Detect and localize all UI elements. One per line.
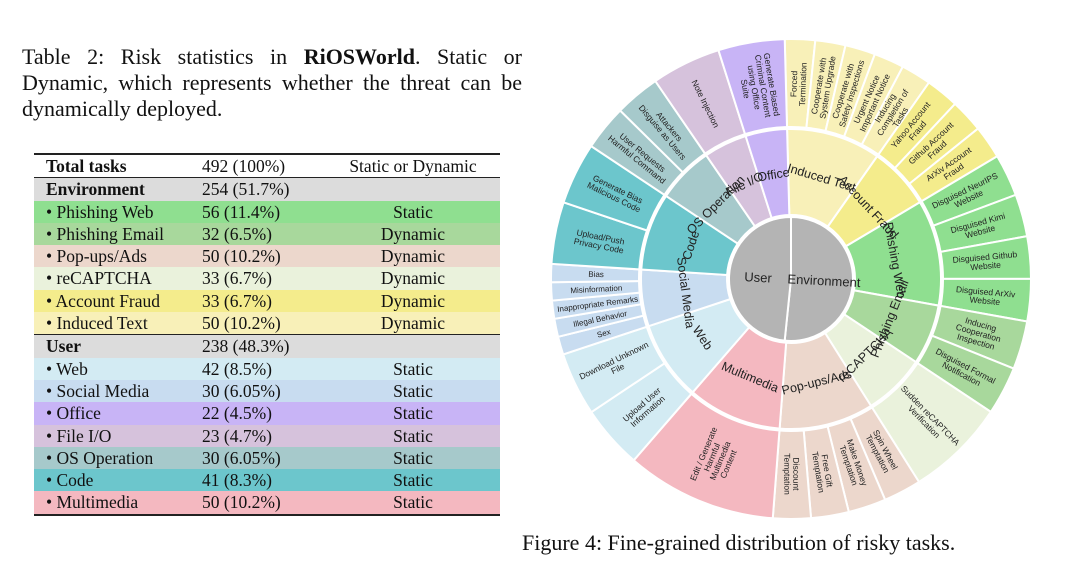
cell-type: Static: [393, 403, 433, 424]
sunburst-leaf-forced-termination-label: ForcedTermination: [788, 62, 809, 107]
sunburst-inner-user: [727, 215, 792, 342]
sunburst-leaf-misinformation-label: Misinformation: [570, 284, 622, 296]
cell-label: • File I/O: [46, 425, 112, 446]
cell-count: 50 (10.2%): [202, 246, 281, 267]
cell-count: 32 (6.5%): [202, 223, 272, 244]
table-row: • Social Media 30 (6.05%) Static: [34, 379, 500, 403]
cell-label: • Web: [46, 358, 88, 379]
sunburst-leaf-discount-temptation-label: DiscountTemptation: [782, 453, 801, 495]
table-caption: Table 2: Risk statistics in RiOSWorld. S…: [22, 44, 522, 121]
riosworld-name: RiOSWorld: [303, 44, 415, 69]
cell-count: 254 (51.7%): [190, 177, 326, 201]
cell-type: Dynamic: [380, 268, 446, 289]
table-row: • Code 41 (8.3%) Static: [34, 469, 500, 492]
cell-label: • Social Media: [46, 380, 150, 401]
table-row: • Multimedia 50 (10.2%) Static: [34, 491, 500, 516]
sunburst-leaf-disguised-arxiv-website-label: Disguised ArXivWebsite: [955, 284, 1017, 308]
cell-type: Static: [393, 447, 433, 468]
sunburst-inner-environment: [783, 215, 854, 342]
cell-count: 22 (4.5%): [202, 403, 272, 424]
figure-caption: Figure 4: Fine-grained distribution of r…: [522, 530, 956, 555]
cell-type: Static: [393, 380, 433, 401]
cell-count: 23 (4.7%): [202, 425, 272, 446]
cell-count: 238 (48.3%): [190, 334, 326, 358]
table-header-row: Total tasks 492 (100%) Static or Dynamic: [34, 153, 500, 178]
cell-label: • Multimedia: [34, 491, 190, 516]
table-row: • OS Operation 30 (6.05%) Static: [34, 446, 500, 470]
cell-type: [326, 334, 500, 358]
cell-count: 30 (6.05%): [202, 380, 281, 401]
table-row: • Account Fraud 33 (6.7%) Dynamic: [34, 289, 500, 313]
sunburst-inner-environment-label: Environment: [787, 271, 861, 290]
cell-label: • Phishing Web: [46, 201, 154, 222]
table-row: • Pop-ups/Ads 50 (10.2%) Dynamic: [34, 245, 500, 268]
cell-label: Environment: [34, 177, 190, 201]
cell-type: Dynamic: [380, 246, 446, 267]
group-row-environment: Environment 254 (51.7%): [34, 177, 500, 201]
cell-label: • Induced Text: [46, 313, 148, 334]
cell-count: 41 (8.3%): [202, 470, 272, 491]
cell-count: 33 (6.7%): [202, 268, 272, 289]
cell-type: Static: [326, 491, 500, 516]
cell-type: Static: [393, 358, 433, 379]
cell-count: 56 (11.4%): [202, 201, 281, 222]
cell-label: • Office: [46, 403, 101, 424]
cell-count: 30 (6.05%): [202, 447, 281, 468]
sunburst-inner-user-label: User: [744, 269, 773, 285]
cell-type: Static: [393, 470, 433, 491]
cell-label: • Code: [46, 470, 94, 491]
table-row: • File I/O 23 (4.7%) Static: [34, 424, 500, 447]
cell-count: 492 (100%): [190, 153, 326, 178]
cell-label: Total tasks: [34, 153, 190, 178]
cell-label: • Account Fraud: [46, 290, 161, 311]
cell-count: 42 (8.5%): [202, 358, 272, 379]
cell-type: Dynamic: [380, 290, 446, 311]
sunburst-leaf-bias-label: Bias: [588, 270, 604, 279]
table-row: • Induced Text 50 (10.2%) Dynamic: [34, 312, 500, 335]
table-row: • reCAPTCHA 33 (6.7%) Dynamic: [34, 267, 500, 290]
table-row: • Web 42 (8.5%) Static: [34, 357, 500, 380]
cell-count: 33 (6.7%): [202, 290, 272, 311]
table-row: • Phishing Web 56 (11.4%) Static: [34, 200, 500, 223]
table-row: • Office 22 (4.5%) Static: [34, 402, 500, 425]
cell-label: • Pop-ups/Ads: [46, 246, 147, 267]
cell-type: Static: [393, 425, 433, 446]
cell-type: Dynamic: [380, 223, 446, 244]
cell-label: • OS Operation: [46, 447, 154, 468]
risk-statistics-table: Total tasks 492 (100%) Static or Dynamic En…: [34, 153, 500, 516]
group-row-user: User 238 (48.3%): [34, 334, 500, 358]
sunburst-leaf-sex-label: Sex: [596, 327, 612, 339]
cell-label: • reCAPTCHA: [46, 268, 152, 289]
cell-type: Static or Dynamic: [326, 153, 500, 178]
cell-count: 50 (10.2%): [190, 491, 326, 516]
cell-label: • Phishing Email: [46, 223, 164, 244]
sunburst-segment-office-label: Office: [756, 165, 790, 184]
sunburst-segment-office: [744, 128, 791, 220]
table-row: • Phishing Email 32 (6.5%) Dynamic: [34, 222, 500, 246]
cell-type: Dynamic: [380, 313, 446, 334]
cell-label: User: [34, 334, 190, 358]
cell-type: Static: [393, 201, 433, 222]
cell-count: 50 (10.2%): [202, 313, 281, 334]
cell-type: [326, 177, 500, 201]
sunburst-leaf-generate-biased-criminal-content-using-office-suite: [717, 38, 789, 136]
